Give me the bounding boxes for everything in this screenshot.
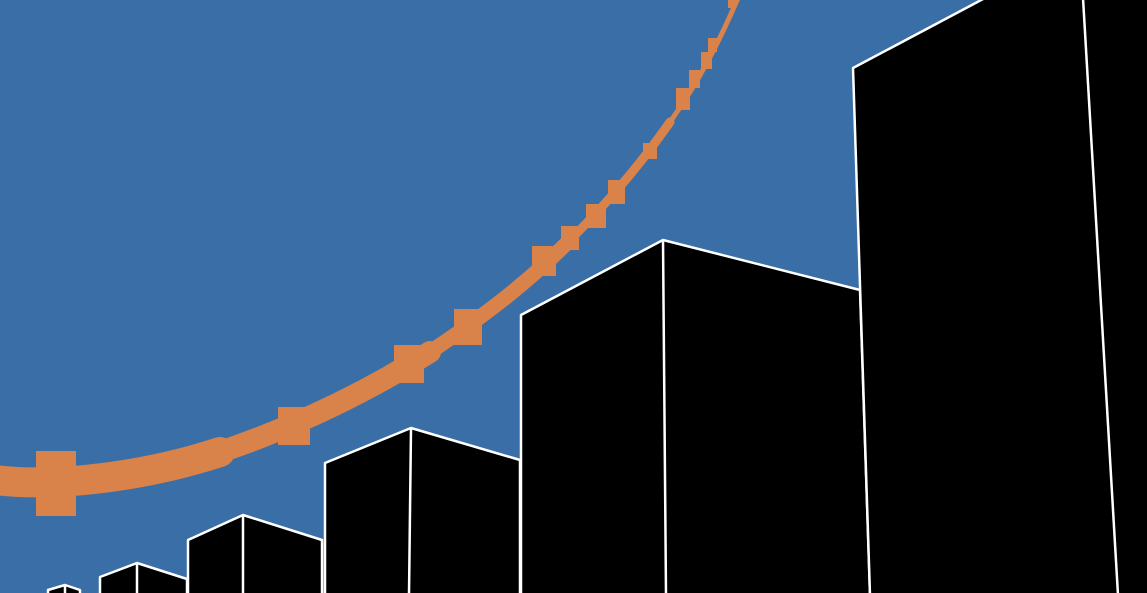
box-edge <box>407 427 413 593</box>
marker <box>608 180 625 204</box>
bars <box>46 0 1147 593</box>
marker <box>454 309 482 345</box>
box-edge <box>661 239 668 593</box>
marker <box>689 70 700 88</box>
box <box>851 0 1147 593</box>
marker <box>676 88 690 110</box>
marker <box>394 345 424 383</box>
marker <box>728 0 736 8</box>
marker <box>532 246 556 276</box>
marker <box>278 407 310 445</box>
box-edge <box>1081 0 1120 593</box>
marker <box>643 143 657 159</box>
curve-segment <box>0 437 235 498</box>
marker <box>701 52 712 69</box>
box <box>519 238 872 593</box>
box <box>98 561 189 593</box>
box <box>323 426 522 593</box>
markers <box>36 0 736 516</box>
marker <box>36 451 76 516</box>
marker <box>708 38 717 52</box>
marker <box>586 204 606 228</box>
box <box>186 513 324 593</box>
marker <box>561 226 579 250</box>
